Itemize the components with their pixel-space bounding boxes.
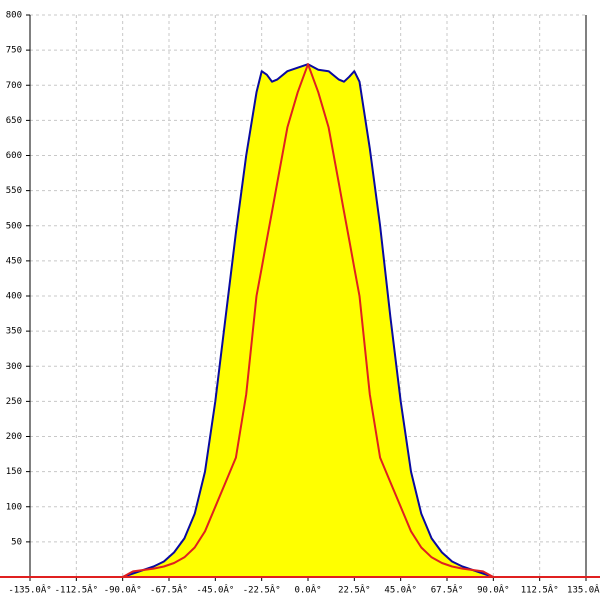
x-tick-label: 45.0Â° [384,584,417,596]
x-tick-label: -112.5Â° [55,584,98,596]
y-tick-label: 350 [6,327,22,337]
y-tick-label: 250 [6,397,22,407]
x-tick-label: 90.0Â° [477,584,510,596]
y-tick-label: 750 [6,46,22,56]
x-tick-label: -90.0Â° [104,584,142,596]
line [122,63,494,578]
y-tick-label: 150 [6,467,22,477]
x-tick-label: -22.5Â° [243,584,281,596]
y-tick-label: 650 [6,116,22,126]
x-tick-label: -67.5Â° [150,584,188,596]
y-tick-label: 550 [6,186,22,196]
y-tick-label: 600 [6,151,22,161]
y-tick-label: 200 [6,432,22,442]
y-tick-label: 700 [6,81,22,91]
x-tick-label: 0.0Â° [294,584,321,596]
y-tick-label: 100 [6,502,22,512]
x-tick-label: 135.0Â° [567,584,600,596]
x-tick-label: -135.0Â° [8,584,51,596]
y-tick-label: 500 [6,221,22,231]
x-tick-label: 67.5Â° [431,584,464,596]
x-tick-label: -45.0Â° [196,584,234,596]
y-tick-label: 400 [6,292,22,302]
y-tick-label: 800 [6,11,22,21]
x-tick-label: 22.5Â° [338,584,371,596]
y-tick-label: 50 [11,537,22,547]
x-tick-label: 112.5Â° [521,584,559,596]
y-tick-label: 450 [6,256,22,266]
area [122,64,494,577]
y-tick-label: 300 [6,362,22,372]
